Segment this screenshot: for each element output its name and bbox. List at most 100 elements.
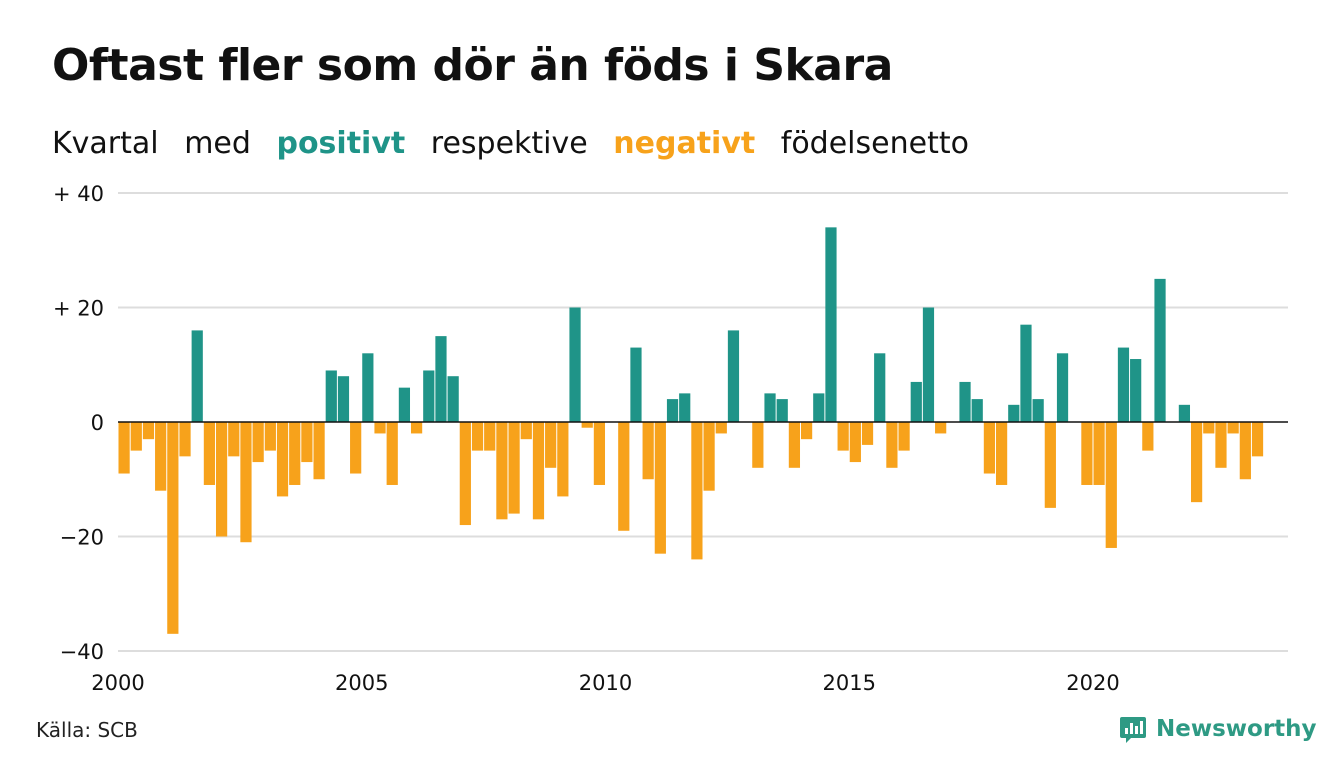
- bar: [167, 422, 179, 634]
- bar: [849, 422, 861, 463]
- bar: [398, 387, 411, 422]
- bar: [910, 381, 922, 422]
- legend-positive-label: positivt: [276, 126, 406, 161]
- bar: [898, 422, 910, 451]
- bar: [179, 422, 191, 457]
- bar: [520, 422, 532, 440]
- y-tick-label: −40: [60, 640, 104, 664]
- bar: [1105, 422, 1117, 548]
- source-note: Källa: SCB: [36, 718, 138, 742]
- bar: [995, 422, 1008, 485]
- bar: [435, 336, 447, 422]
- bar: [1251, 422, 1264, 457]
- chart-subtitle: Kvartal med positivt respektive negativt…: [52, 126, 985, 161]
- y-tick-label: + 20: [53, 297, 104, 321]
- bar: [484, 422, 496, 451]
- bar: [240, 422, 252, 543]
- bar: [496, 422, 508, 520]
- x-tick-label: 2000: [91, 671, 144, 695]
- bar: [666, 399, 679, 422]
- bar: [800, 422, 813, 440]
- bar: [874, 353, 886, 422]
- bar: [325, 370, 337, 422]
- bar-chart: + 40 + 20 0 −20 −40 2000 2005 2010 2015 2020: [53, 182, 1288, 695]
- bar: [825, 227, 837, 422]
- bar: [630, 347, 642, 422]
- bar: [191, 330, 203, 422]
- bar: [983, 422, 996, 474]
- bar: [301, 422, 313, 463]
- bar: [569, 307, 581, 422]
- x-tick-label: 2010: [579, 671, 632, 695]
- bar: [837, 422, 849, 451]
- bar: [1239, 422, 1251, 480]
- x-tick-label: 2005: [335, 671, 388, 695]
- bar: [118, 422, 130, 474]
- bar: [532, 422, 545, 520]
- bar: [374, 422, 386, 434]
- bar: [788, 422, 801, 468]
- bar: [618, 422, 630, 531]
- bar: [386, 422, 398, 485]
- bar: [1130, 359, 1142, 422]
- grid-lines: [118, 192, 1288, 652]
- bar: [1215, 422, 1227, 468]
- bar: [1056, 353, 1069, 422]
- bar: [935, 422, 947, 434]
- bar: [764, 393, 776, 422]
- bar: [313, 422, 325, 480]
- bar: [1203, 422, 1215, 434]
- bar: [1020, 324, 1032, 422]
- bar: [228, 422, 240, 457]
- brand-name: Newsworthy: [1156, 716, 1317, 742]
- bar: [410, 422, 423, 434]
- bar: [581, 422, 593, 428]
- bar: [1154, 278, 1166, 422]
- subtitle-word-fodelsenetto: födelsenetto: [780, 126, 969, 161]
- bar: [155, 422, 167, 491]
- bar: [1190, 422, 1203, 503]
- bar: [861, 422, 874, 445]
- bar: [337, 376, 350, 422]
- bar: [593, 422, 606, 485]
- x-tick-label: 2015: [823, 671, 876, 695]
- bar: [1117, 347, 1130, 422]
- y-tick-label: 0: [91, 411, 104, 435]
- bar: [1044, 422, 1056, 508]
- brand-logo: Newsworthy: [1118, 714, 1317, 744]
- newsworthy-chart-icon: [1120, 717, 1146, 743]
- bar: [727, 330, 740, 422]
- bar: [557, 422, 569, 497]
- bar: [1178, 404, 1191, 422]
- bar: [459, 422, 471, 526]
- bar: [691, 422, 703, 560]
- subtitle-word-kvartal: Kvartal: [52, 126, 159, 161]
- subtitle-word-respektive: respektive: [430, 126, 588, 161]
- y-tick-label: −20: [60, 526, 104, 550]
- bar: [1081, 422, 1093, 485]
- x-tick-label: 2020: [1066, 671, 1119, 695]
- bar: [886, 422, 898, 468]
- y-tick-label: + 40: [53, 182, 104, 206]
- bar: [922, 307, 935, 422]
- bar: [1142, 422, 1154, 451]
- bar: [813, 393, 825, 422]
- bar: [642, 422, 654, 480]
- chart-title: Oftast fler som dör än föds i Skara: [52, 40, 893, 91]
- bar: [130, 422, 142, 451]
- bar: [350, 422, 362, 474]
- legend-negative-label: negativt: [613, 126, 756, 161]
- bar: [508, 422, 520, 514]
- bar: [276, 422, 289, 497]
- bar: [289, 422, 301, 485]
- bar: [1008, 404, 1020, 422]
- bar: [654, 422, 666, 554]
- bar: [447, 376, 459, 422]
- bar: [423, 370, 435, 422]
- bar: [776, 399, 788, 422]
- bar: [362, 353, 374, 422]
- bar: [1093, 422, 1105, 485]
- bar: [545, 422, 557, 468]
- bar: [715, 422, 727, 434]
- bar: [959, 381, 971, 422]
